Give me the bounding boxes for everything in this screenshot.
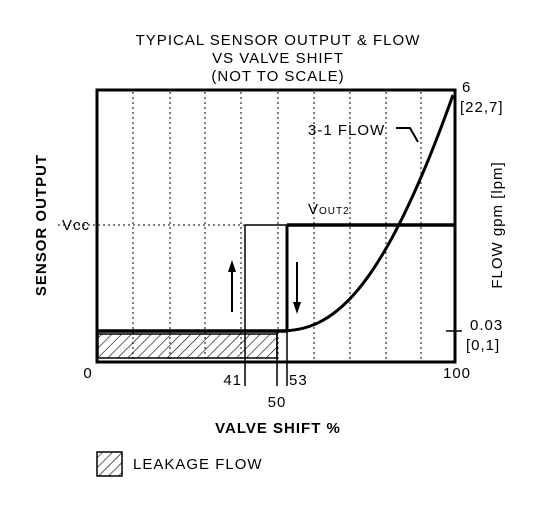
x-axis-label: VALVE SHIFT % xyxy=(215,420,341,437)
right-top-value: [22,7] xyxy=(460,99,504,116)
flow-curve-label: 3-1 FLOW xyxy=(308,122,385,139)
x-tick-label: 50 xyxy=(268,394,287,411)
right-bottom-value: 0.03 xyxy=(470,317,503,334)
arrow-down xyxy=(293,262,301,314)
vcc-label: Vcc xyxy=(62,217,90,234)
grid xyxy=(58,92,422,360)
vout-sub: OUT2 xyxy=(319,206,350,217)
right-axis-label: FLOW gpm [lpm] xyxy=(489,161,506,288)
title-line: TYPICAL SENSOR OUTPUT & FLOW xyxy=(136,32,421,49)
vout-label: VOUT2 xyxy=(308,201,350,218)
x-tick-label: 0 xyxy=(83,365,92,382)
flow-curve xyxy=(279,94,455,333)
y-axis-label: SENSOR OUTPUT xyxy=(33,154,50,296)
legend-swatch xyxy=(96,451,123,477)
arrow-up xyxy=(228,260,236,312)
leakage-area xyxy=(97,333,278,359)
x-tick-label: 41 xyxy=(223,372,242,389)
title-line: (NOT TO SCALE) xyxy=(211,68,344,85)
x-tick-label: 100 xyxy=(443,365,471,382)
x-tick-label: 53 xyxy=(289,372,308,389)
right-top-value: 6 xyxy=(462,79,471,96)
vout-main: V xyxy=(308,201,319,218)
flow-leader xyxy=(396,127,419,143)
title-line: VS VALVE SHIFT xyxy=(212,50,344,67)
legend-label: LEAKAGE FLOW xyxy=(133,456,263,473)
right-bottom-value: [0,1] xyxy=(466,337,500,354)
